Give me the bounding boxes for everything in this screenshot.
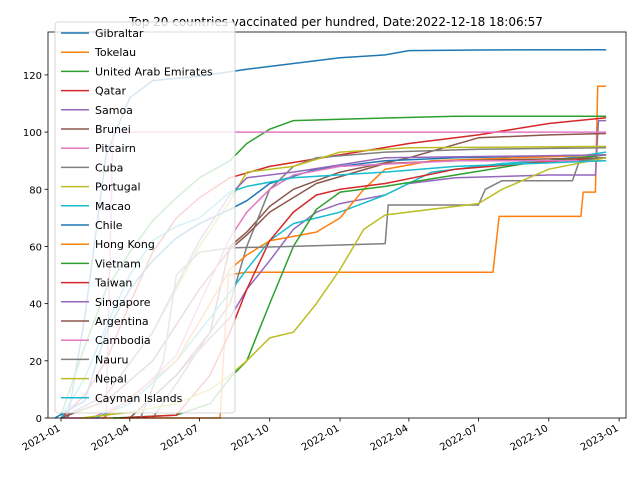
y-tick-label: 120 bbox=[23, 71, 42, 82]
legend-label: Singapore bbox=[95, 296, 151, 309]
legend-label: Nauru bbox=[95, 353, 128, 366]
legend-label: Tokelau bbox=[94, 46, 136, 59]
legend-label: Argentina bbox=[95, 315, 149, 328]
y-tick-label: 100 bbox=[23, 128, 42, 139]
x-tick-label: 2022-01 bbox=[300, 423, 342, 453]
legend-label: Nepal bbox=[95, 373, 127, 386]
x-tick-label: 2022-07 bbox=[438, 423, 480, 453]
plot-frame bbox=[47, 31, 627, 419]
legend-label: Vietnam bbox=[95, 257, 141, 270]
legend-label: Brunei bbox=[95, 123, 131, 136]
legend: Gibraltar Tokelau United Arab Emirates Qata… bbox=[54, 21, 236, 414]
legend-label: Cambodia bbox=[95, 334, 151, 347]
legend-label: Chile bbox=[95, 219, 123, 232]
x-tick-label: 2021-07 bbox=[159, 423, 201, 453]
legend-label: Pitcairn bbox=[95, 142, 136, 155]
x-tick-label: 2022-10 bbox=[509, 423, 551, 453]
x-tick-label: 2021-04 bbox=[90, 423, 132, 453]
legend-label: Cuba bbox=[95, 161, 123, 174]
y-tick-label: 60 bbox=[29, 242, 42, 253]
legend-label: Gibraltar bbox=[95, 27, 144, 40]
x-tick-label: 2023-01 bbox=[579, 423, 621, 453]
x-tick-label: 2022-04 bbox=[369, 423, 411, 453]
legend-label: United Arab Emirates bbox=[95, 65, 213, 78]
y-tick-label: 40 bbox=[29, 300, 42, 311]
x-tick-label: 2021-01 bbox=[21, 423, 63, 453]
y-tick-label: 20 bbox=[29, 357, 42, 368]
legend-label: Portugal bbox=[95, 181, 141, 194]
legend-box bbox=[54, 21, 236, 414]
legend-label: Qatar bbox=[95, 85, 126, 98]
legend-label: Taiwan bbox=[94, 277, 132, 290]
legend-label: Cayman Islands bbox=[95, 392, 183, 405]
y-tick-label: 80 bbox=[29, 185, 42, 196]
legend-label: Hong Kong bbox=[95, 238, 155, 251]
legend-label: Macao bbox=[95, 200, 131, 213]
y-tick-label: 0 bbox=[36, 414, 42, 425]
legend-label: Samoa bbox=[95, 104, 133, 117]
x-tick-label: 2021-10 bbox=[230, 423, 272, 453]
